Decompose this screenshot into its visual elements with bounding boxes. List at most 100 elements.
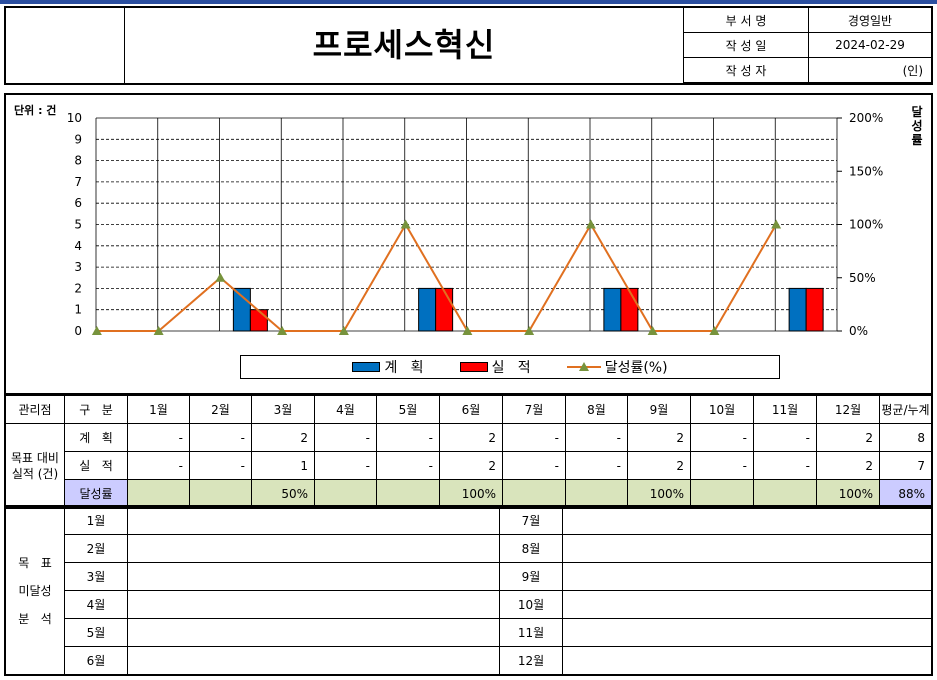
rate-cell: [314, 479, 377, 509]
analysis-input-cell[interactable]: [562, 505, 933, 535]
y-tick-label: 9: [74, 132, 82, 146]
bar-plan: [418, 287, 437, 332]
analysis-month-label: 7월: [499, 505, 563, 535]
analysis-month-label: 11월: [499, 618, 563, 647]
analysis-input-cell[interactable]: [562, 618, 933, 647]
analysis-row: 4월 10월: [5, 590, 933, 619]
analysis-label-line3: 분 석: [18, 611, 52, 626]
analysis-month-label: 4월: [64, 590, 128, 619]
y-tick-label: 2: [74, 281, 82, 295]
bar-actual: [620, 287, 639, 332]
rate-cell: [565, 479, 628, 509]
author-value: (인): [808, 57, 932, 83]
analysis-input-cell[interactable]: [127, 562, 500, 591]
header-info-table: 부 서 명 경영일반 작 성 일 2024-02-29 작 성 자 (인): [683, 7, 932, 83]
legend-plan-label: 계 획: [384, 360, 424, 376]
rate-cell: [376, 479, 440, 509]
month-3: 3월: [251, 395, 315, 424]
bar-actual: [249, 309, 268, 332]
plan-cell: -: [376, 423, 440, 452]
rate-marker: [91, 326, 102, 335]
y-tick-label: 4: [74, 239, 82, 253]
row-label-rate: 달성률: [64, 479, 128, 509]
y-tick-label: 5: [74, 218, 82, 232]
plan-cell: -: [565, 423, 628, 452]
actual-cell: -: [502, 451, 566, 480]
analysis-input-cell[interactable]: [562, 562, 933, 591]
legend-actual: 실 적: [459, 357, 531, 377]
analysis-label-line1: 목 표: [18, 555, 52, 570]
y-tick-label: 1: [74, 303, 82, 317]
analysis-label-line2: 미달성: [18, 583, 52, 598]
analysis-month-label: 5월: [64, 618, 128, 647]
analysis-month-label: 9월: [499, 562, 563, 591]
date-value: 2024-02-29: [808, 32, 932, 58]
plan-cell: 2: [627, 423, 691, 452]
analysis-table: 목 표 미달성 분 석 1월 7월 2월 8월 3월 9월 4월 10월 5월 …: [4, 505, 933, 676]
month-7: 7월: [502, 395, 566, 424]
bar-actual: [805, 287, 824, 332]
analysis-input-cell[interactable]: [127, 646, 500, 676]
analysis-input-cell[interactable]: [562, 534, 933, 563]
col-total: 평균/누계: [879, 395, 933, 424]
data-table: 관리점 구 분 1월 2월 3월 4월 5월 6월 7월 8월 9월 10월 1…: [4, 395, 933, 509]
chart-frame: 단위 : 건 0 1 2 3 4 5 6 7 8 9 10 0% 50% 100% 150% 200% 달성률…: [4, 93, 933, 395]
month-4: 4월: [314, 395, 377, 424]
y-tick-label: 3: [74, 260, 82, 274]
month-2: 2월: [189, 395, 252, 424]
analysis-month-label: 10월: [499, 590, 563, 619]
rate-total: 88%: [879, 479, 933, 509]
table-row-rate: 달성률 50% 100% 100% 100% 88%: [5, 479, 933, 509]
group-label: 목표 대비 실적 (건): [4, 423, 65, 509]
unit-label: 단위 : 건: [14, 104, 57, 117]
rate-cell: [753, 479, 817, 509]
author-label: 작 성 자: [683, 57, 809, 83]
analysis-label: 목 표 미달성 분 석: [4, 505, 65, 676]
actual-cell: -: [314, 451, 377, 480]
y2-axis-title: 달성률: [911, 105, 923, 147]
rate-marker: [153, 326, 164, 335]
page-title: 프로세스혁신: [312, 26, 496, 64]
dept-label: 부 서 명: [683, 7, 809, 33]
month-1: 1월: [127, 395, 190, 424]
bar-plan: [788, 287, 807, 332]
rate-line: [96, 222, 777, 332]
month-12: 12월: [816, 395, 880, 424]
y2-tick-label: 150%: [849, 164, 883, 178]
legend-rate: 달성률(%): [566, 357, 668, 377]
actual-cell: 2: [627, 451, 691, 480]
table-row-actual: 실 적 - - 1 - - 2 - - 2 - - 2 7: [5, 451, 933, 480]
legend-rate-label: 달성률(%): [604, 360, 668, 376]
analysis-month-label: 12월: [499, 646, 563, 676]
analysis-input-cell[interactable]: [127, 618, 500, 647]
analysis-input-cell[interactable]: [127, 590, 500, 619]
actual-cell: -: [565, 451, 628, 480]
actual-cell: -: [690, 451, 754, 480]
analysis-row: 3월 9월: [5, 562, 933, 591]
month-8: 8월: [565, 395, 628, 424]
analysis-input-cell[interactable]: [562, 590, 933, 619]
actual-cell: -: [376, 451, 440, 480]
rate-marker: [709, 326, 720, 335]
actual-cell: 2: [439, 451, 503, 480]
analysis-month-label: 3월: [64, 562, 128, 591]
rate-cell: 100%: [627, 479, 691, 509]
rate-cell: 100%: [439, 479, 503, 509]
bar-actual: [435, 287, 454, 332]
analysis-input-cell[interactable]: [127, 505, 500, 535]
rate-cell: [189, 479, 252, 509]
analysis-input-cell[interactable]: [127, 534, 500, 563]
chart-legend: 계 획 실 적 달성률(%): [240, 355, 780, 379]
y-tick-label: 8: [74, 154, 82, 168]
date-label: 작 성 일: [683, 32, 809, 58]
y-tick-label: 6: [74, 196, 82, 210]
col-mgmt: 관리점: [4, 395, 65, 424]
rate-marker: [585, 219, 596, 229]
analysis-input-cell[interactable]: [562, 646, 933, 676]
plan-cell: -: [753, 423, 817, 452]
rate-marker: [647, 326, 658, 335]
rate-cell: 50%: [251, 479, 315, 509]
plan-cell: -: [502, 423, 566, 452]
legend-rate-swatch: [566, 362, 601, 371]
rate-marker: [462, 326, 473, 335]
